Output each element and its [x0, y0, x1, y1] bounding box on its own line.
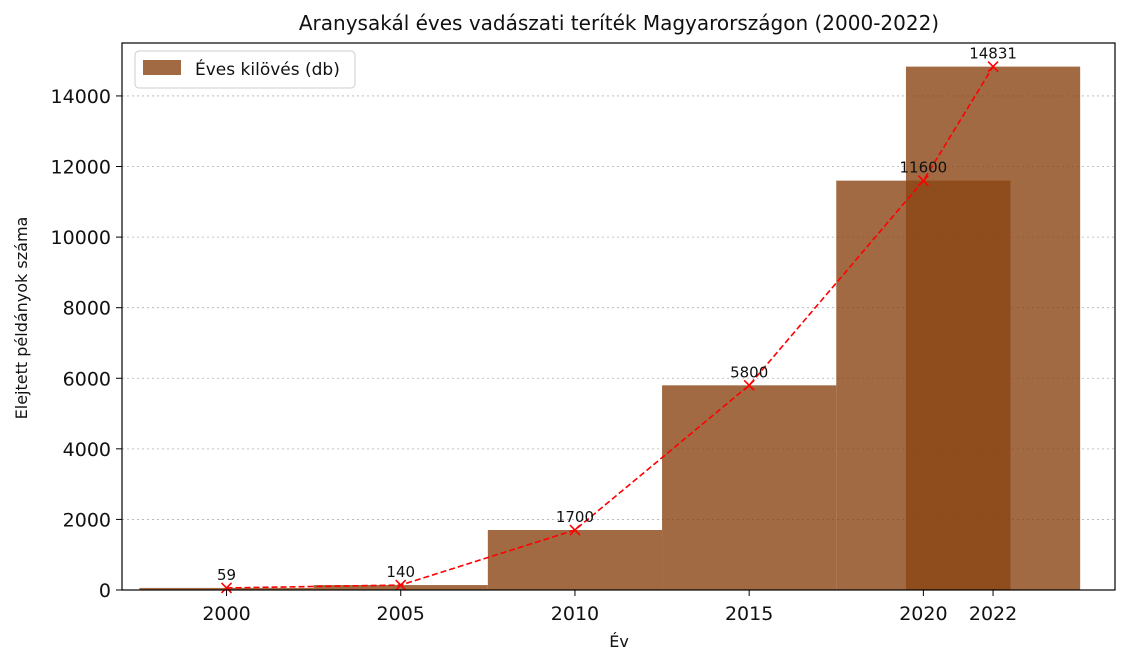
legend-box: [134, 50, 356, 89]
x-tick-label: 2022: [969, 603, 1017, 625]
data-label: 5800: [730, 363, 768, 381]
y-tick-label: 14000: [51, 86, 111, 108]
x-tick-label: 2020: [899, 603, 947, 625]
plot-frame: [121, 42, 1116, 591]
bar: [905, 66, 1081, 590]
y-tick-label: 2000: [63, 509, 111, 531]
bar: [487, 530, 663, 590]
line-marker: [987, 61, 999, 73]
line-marker: [917, 175, 929, 187]
y-tick-label: 10000: [51, 227, 111, 249]
x-tick-label: 2015: [725, 603, 773, 625]
x-axis-label: Év: [609, 632, 629, 651]
data-labels: 59 140 1700 5800 11600 14831: [217, 45, 1017, 584]
grid-lines: [122, 95, 1115, 520]
bar: [662, 385, 837, 590]
line-marker: [743, 379, 755, 391]
line-marker: [569, 524, 581, 536]
data-label: 59: [217, 566, 236, 584]
trend-line-path: [226, 66, 994, 589]
y-axis-label: Elejtett példányok száma: [12, 217, 31, 420]
y-tick-label: 8000: [63, 298, 111, 320]
x-axis-ticks: 2000 2005 2010 2015 2020 2022: [202, 590, 1017, 625]
line-marker: [395, 579, 407, 591]
legend-swatch: [143, 60, 181, 75]
y-tick-label: 4000: [63, 439, 111, 461]
data-label: 11600: [900, 159, 948, 177]
y-tick-label: 0: [99, 580, 111, 602]
y-tick-label: 12000: [51, 157, 111, 179]
x-tick-label: 2005: [377, 603, 425, 625]
chart-title: Aranysakál éves vadászati teríték Magyar…: [299, 11, 939, 35]
x-tick-label: 2010: [551, 603, 599, 625]
data-label: 140: [386, 563, 415, 581]
y-axis-ticks: 0 2000 4000 6000 8000 10000 12000 14000: [51, 86, 122, 602]
data-label: 1700: [556, 508, 594, 526]
bars: [139, 66, 1081, 590]
data-label: 14831: [969, 45, 1017, 63]
x-tick-label: 2000: [202, 603, 250, 625]
bar: [313, 585, 488, 590]
line-marker: [220, 582, 233, 594]
legend-label: Éves kilövés (db): [195, 58, 340, 80]
trend-line: [220, 61, 999, 594]
y-tick-label: 6000: [63, 368, 111, 390]
legend: Éves kilövés (db): [134, 50, 356, 89]
